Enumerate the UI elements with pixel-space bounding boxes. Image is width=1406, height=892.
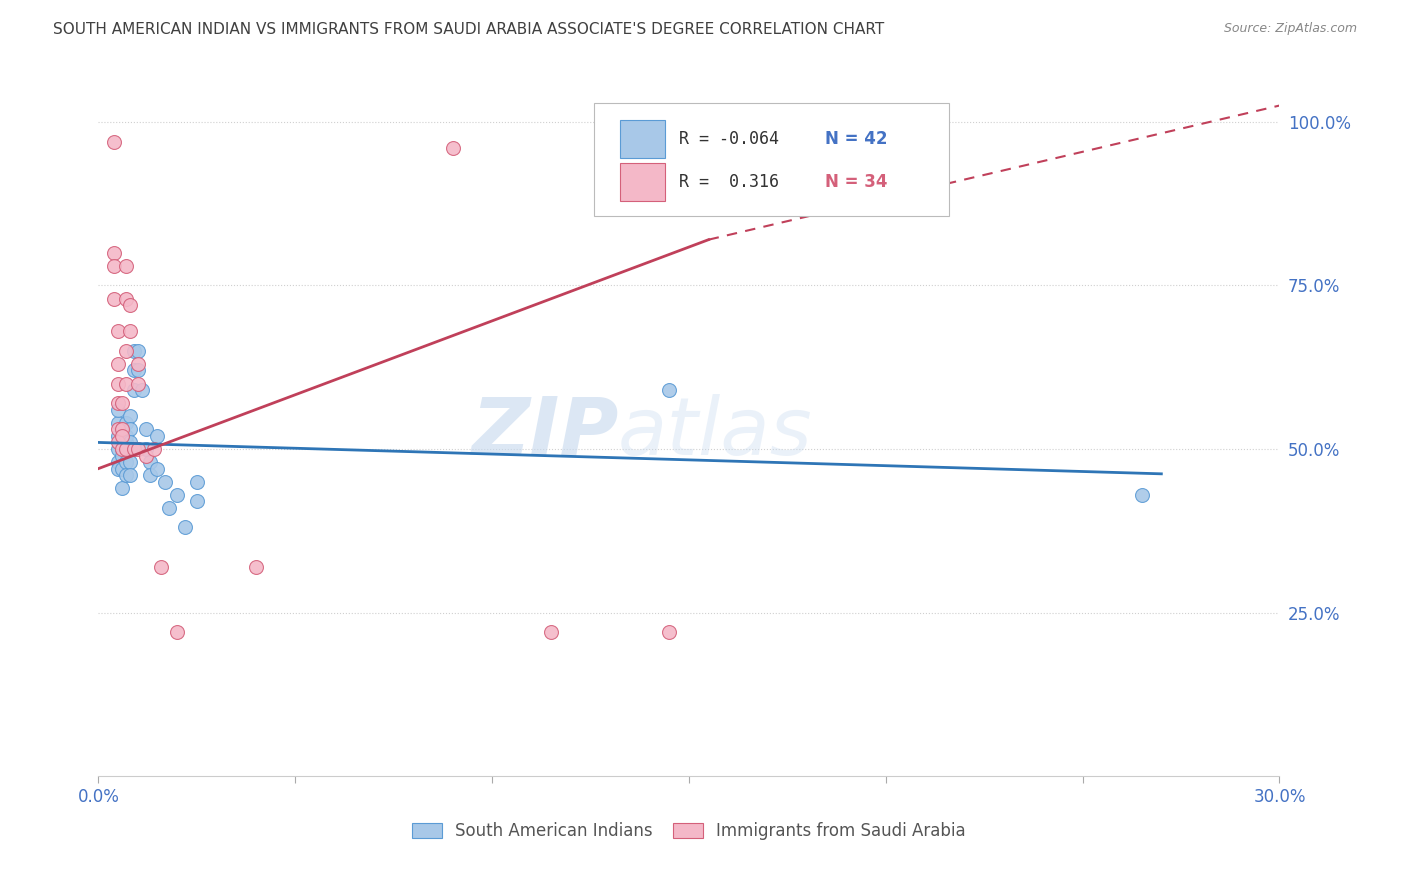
- Point: [658, 383, 681, 397]
- Point: [107, 435, 129, 450]
- Point: [146, 461, 169, 475]
- Point: [441, 141, 464, 155]
- Point: [166, 625, 188, 640]
- Point: [118, 468, 141, 483]
- Point: [115, 442, 138, 456]
- Point: [115, 468, 138, 483]
- Point: [107, 422, 129, 436]
- Text: R =  0.316: R = 0.316: [679, 173, 779, 191]
- Point: [245, 559, 267, 574]
- Point: [118, 442, 141, 456]
- Point: [111, 442, 134, 456]
- Point: [135, 422, 157, 436]
- Point: [107, 402, 129, 417]
- Point: [118, 455, 141, 469]
- Point: [127, 357, 149, 371]
- Point: [107, 416, 129, 430]
- Point: [875, 135, 897, 149]
- Text: R = -0.064: R = -0.064: [679, 129, 779, 148]
- Point: [111, 422, 134, 436]
- Point: [107, 461, 129, 475]
- Point: [118, 409, 141, 424]
- Point: [111, 449, 134, 463]
- Point: [186, 475, 208, 489]
- Point: [107, 455, 129, 469]
- Point: [115, 416, 138, 430]
- Point: [111, 461, 134, 475]
- Text: ZIP: ZIP: [471, 393, 619, 472]
- Text: atlas: atlas: [619, 393, 813, 472]
- Point: [115, 435, 138, 450]
- Point: [186, 494, 208, 508]
- Point: [115, 376, 138, 391]
- Point: [122, 442, 145, 456]
- Point: [118, 324, 141, 338]
- Text: N = 34: N = 34: [825, 173, 887, 191]
- Point: [658, 625, 681, 640]
- Point: [138, 468, 160, 483]
- Point: [146, 429, 169, 443]
- Point: [107, 376, 129, 391]
- Point: [131, 383, 153, 397]
- Point: [122, 383, 145, 397]
- Point: [103, 292, 125, 306]
- Text: Source: ZipAtlas.com: Source: ZipAtlas.com: [1223, 22, 1357, 36]
- Point: [111, 481, 134, 495]
- Point: [138, 455, 160, 469]
- Point: [142, 442, 165, 456]
- Legend: South American Indians, Immigrants from Saudi Arabia: South American Indians, Immigrants from …: [405, 815, 973, 847]
- Text: N = 42: N = 42: [825, 129, 887, 148]
- Point: [111, 422, 134, 436]
- FancyBboxPatch shape: [620, 163, 665, 201]
- Point: [115, 455, 138, 469]
- Point: [127, 363, 149, 377]
- Point: [103, 135, 125, 149]
- Text: SOUTH AMERICAN INDIAN VS IMMIGRANTS FROM SAUDI ARABIA ASSOCIATE'S DEGREE CORRELA: SOUTH AMERICAN INDIAN VS IMMIGRANTS FROM…: [53, 22, 884, 37]
- Point: [122, 343, 145, 358]
- Point: [166, 488, 188, 502]
- Point: [115, 429, 138, 443]
- Point: [1130, 488, 1153, 502]
- Point: [111, 396, 134, 410]
- FancyBboxPatch shape: [595, 103, 949, 216]
- Point: [127, 376, 149, 391]
- Point: [103, 245, 125, 260]
- Point: [107, 357, 129, 371]
- Point: [115, 259, 138, 273]
- Point: [174, 520, 197, 534]
- Point: [135, 442, 157, 456]
- Point: [122, 363, 145, 377]
- Point: [118, 422, 141, 436]
- Point: [155, 475, 177, 489]
- FancyBboxPatch shape: [620, 120, 665, 158]
- Point: [150, 559, 173, 574]
- Point: [111, 429, 134, 443]
- Point: [115, 343, 138, 358]
- Point: [118, 298, 141, 312]
- Point: [115, 292, 138, 306]
- Point: [107, 324, 129, 338]
- Point: [111, 442, 134, 456]
- Point: [107, 429, 129, 443]
- Point: [540, 625, 562, 640]
- Point: [107, 396, 129, 410]
- Point: [157, 500, 180, 515]
- Point: [127, 343, 149, 358]
- Point: [107, 442, 129, 456]
- Point: [103, 259, 125, 273]
- Point: [127, 442, 149, 456]
- Point: [135, 449, 157, 463]
- Point: [118, 435, 141, 450]
